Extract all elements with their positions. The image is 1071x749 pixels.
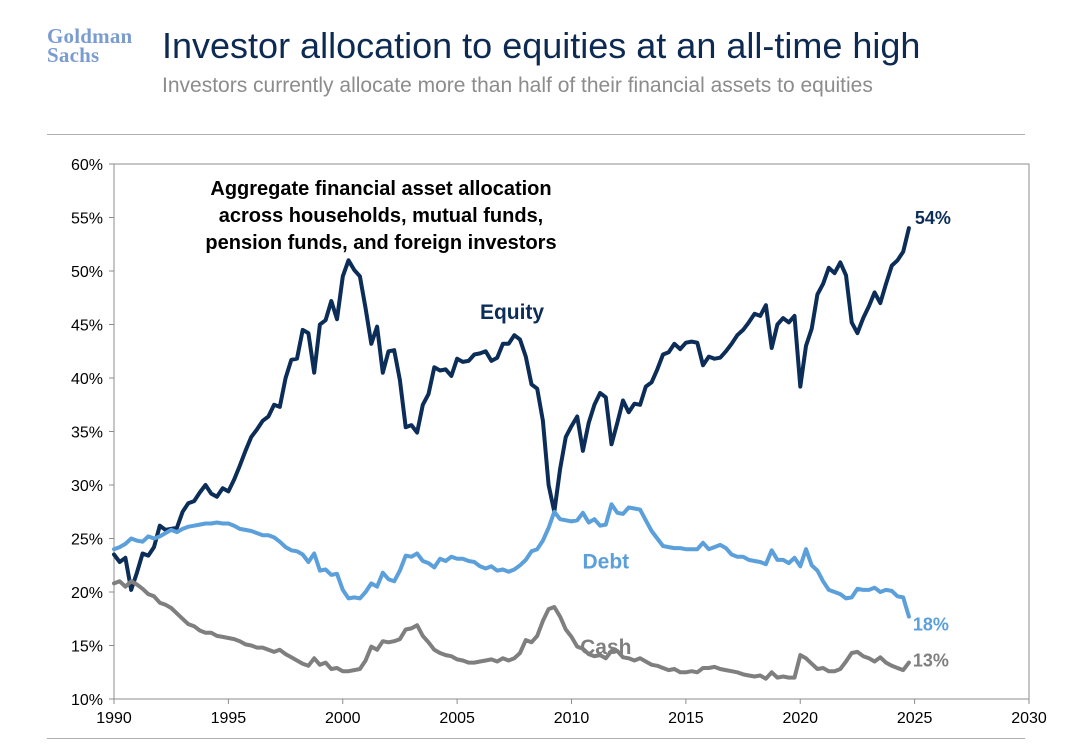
brand-logo: Goldman Sachs bbox=[47, 24, 133, 67]
x-tick-label: 2010 bbox=[554, 710, 590, 727]
header-divider bbox=[47, 134, 1025, 135]
y-tick-label: 35% bbox=[71, 425, 103, 442]
y-tick-label: 45% bbox=[71, 318, 103, 335]
x-tick-label: 2005 bbox=[439, 710, 475, 727]
x-tick-label: 2000 bbox=[325, 710, 361, 727]
y-tick-label: 55% bbox=[71, 211, 103, 228]
footer-divider bbox=[47, 738, 1025, 739]
chart-annotation: Aggregate financial asset allocation acro… bbox=[205, 178, 556, 254]
page-title: Investor allocation to equities at an al… bbox=[162, 25, 921, 66]
series-label-equity: Equity bbox=[480, 301, 544, 324]
y-tick-label: 30% bbox=[71, 478, 103, 495]
y-tick-label: 60% bbox=[71, 157, 103, 174]
annotation-line: pension funds, and foreign investors bbox=[205, 232, 556, 254]
series-label-debt: Debt bbox=[582, 550, 629, 573]
x-tick-label: 2030 bbox=[1011, 710, 1047, 727]
y-tick-label: 50% bbox=[71, 264, 103, 281]
end-value-label-cash: 13% bbox=[913, 651, 949, 671]
page-subtitle: Investors currently allocate more than h… bbox=[162, 74, 873, 97]
x-tick-label: 1990 bbox=[96, 710, 132, 727]
y-tick-label: 10% bbox=[71, 692, 103, 709]
logo-line-2: Sachs bbox=[47, 43, 100, 67]
annotation-line: across households, mutual funds, bbox=[219, 205, 544, 227]
y-tick-label: 25% bbox=[71, 532, 103, 549]
x-tick-label: 1995 bbox=[211, 710, 247, 727]
end-value-label-equity: 54% bbox=[915, 208, 951, 228]
series-line-cash bbox=[112, 579, 911, 681]
annotation-line: Aggregate financial asset allocation bbox=[210, 178, 551, 200]
x-tick-label: 2020 bbox=[782, 710, 818, 727]
y-tick-label: 40% bbox=[71, 371, 103, 388]
end-value-label-debt: 18% bbox=[913, 615, 949, 635]
series-line-equity bbox=[112, 226, 911, 592]
series-line-debt bbox=[112, 502, 911, 619]
y-tick-label: 20% bbox=[71, 585, 103, 602]
x-tick-label: 2015 bbox=[668, 710, 704, 727]
y-tick-label: 15% bbox=[71, 639, 103, 656]
logo-line-1: Goldman bbox=[47, 24, 133, 48]
series-label-cash: Cash bbox=[580, 636, 631, 659]
x-tick-label: 2025 bbox=[897, 710, 933, 727]
